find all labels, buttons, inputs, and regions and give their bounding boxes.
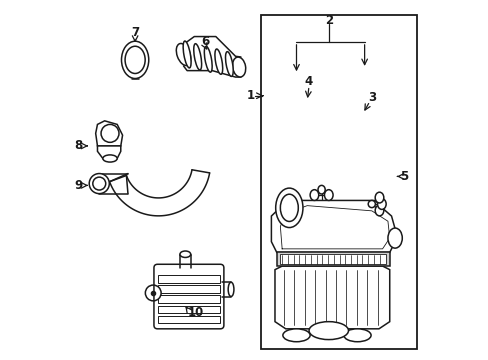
Ellipse shape <box>101 125 119 142</box>
Ellipse shape <box>308 321 348 339</box>
Ellipse shape <box>225 52 233 76</box>
Ellipse shape <box>367 201 375 208</box>
Text: 3: 3 <box>367 91 375 104</box>
Text: 8: 8 <box>75 139 83 152</box>
Ellipse shape <box>176 44 190 66</box>
Ellipse shape <box>183 41 191 68</box>
Ellipse shape <box>215 49 222 74</box>
Bar <box>157 285 220 293</box>
Ellipse shape <box>309 190 318 201</box>
Circle shape <box>145 285 161 301</box>
Polygon shape <box>271 201 395 252</box>
Ellipse shape <box>204 46 212 72</box>
Ellipse shape <box>317 185 325 194</box>
Ellipse shape <box>193 44 201 70</box>
Text: 4: 4 <box>305 75 312 88</box>
Polygon shape <box>97 146 121 158</box>
Ellipse shape <box>228 282 233 297</box>
Ellipse shape <box>377 199 386 210</box>
Ellipse shape <box>102 155 117 162</box>
Bar <box>157 306 220 314</box>
Text: 5: 5 <box>399 170 407 183</box>
Text: 9: 9 <box>75 179 83 192</box>
Polygon shape <box>274 266 389 329</box>
Ellipse shape <box>324 190 332 201</box>
Ellipse shape <box>280 194 298 221</box>
Ellipse shape <box>275 188 303 228</box>
Ellipse shape <box>387 228 402 248</box>
Ellipse shape <box>89 174 109 194</box>
Text: 1: 1 <box>246 89 255 102</box>
Bar <box>260 15 416 348</box>
Text: 10: 10 <box>187 306 204 319</box>
Text: 7: 7 <box>131 27 139 40</box>
Ellipse shape <box>125 46 145 73</box>
Ellipse shape <box>282 329 309 342</box>
Bar <box>276 252 389 266</box>
Bar <box>157 275 220 283</box>
Ellipse shape <box>343 329 370 342</box>
Text: 6: 6 <box>201 35 209 49</box>
Polygon shape <box>96 121 122 146</box>
Ellipse shape <box>93 177 105 190</box>
Ellipse shape <box>374 192 383 203</box>
Ellipse shape <box>374 205 383 216</box>
Bar <box>157 316 220 323</box>
Ellipse shape <box>121 41 148 78</box>
Bar <box>157 296 220 303</box>
Ellipse shape <box>232 57 245 77</box>
Ellipse shape <box>180 251 190 257</box>
Bar <box>280 254 386 264</box>
Text: 2: 2 <box>324 14 332 27</box>
